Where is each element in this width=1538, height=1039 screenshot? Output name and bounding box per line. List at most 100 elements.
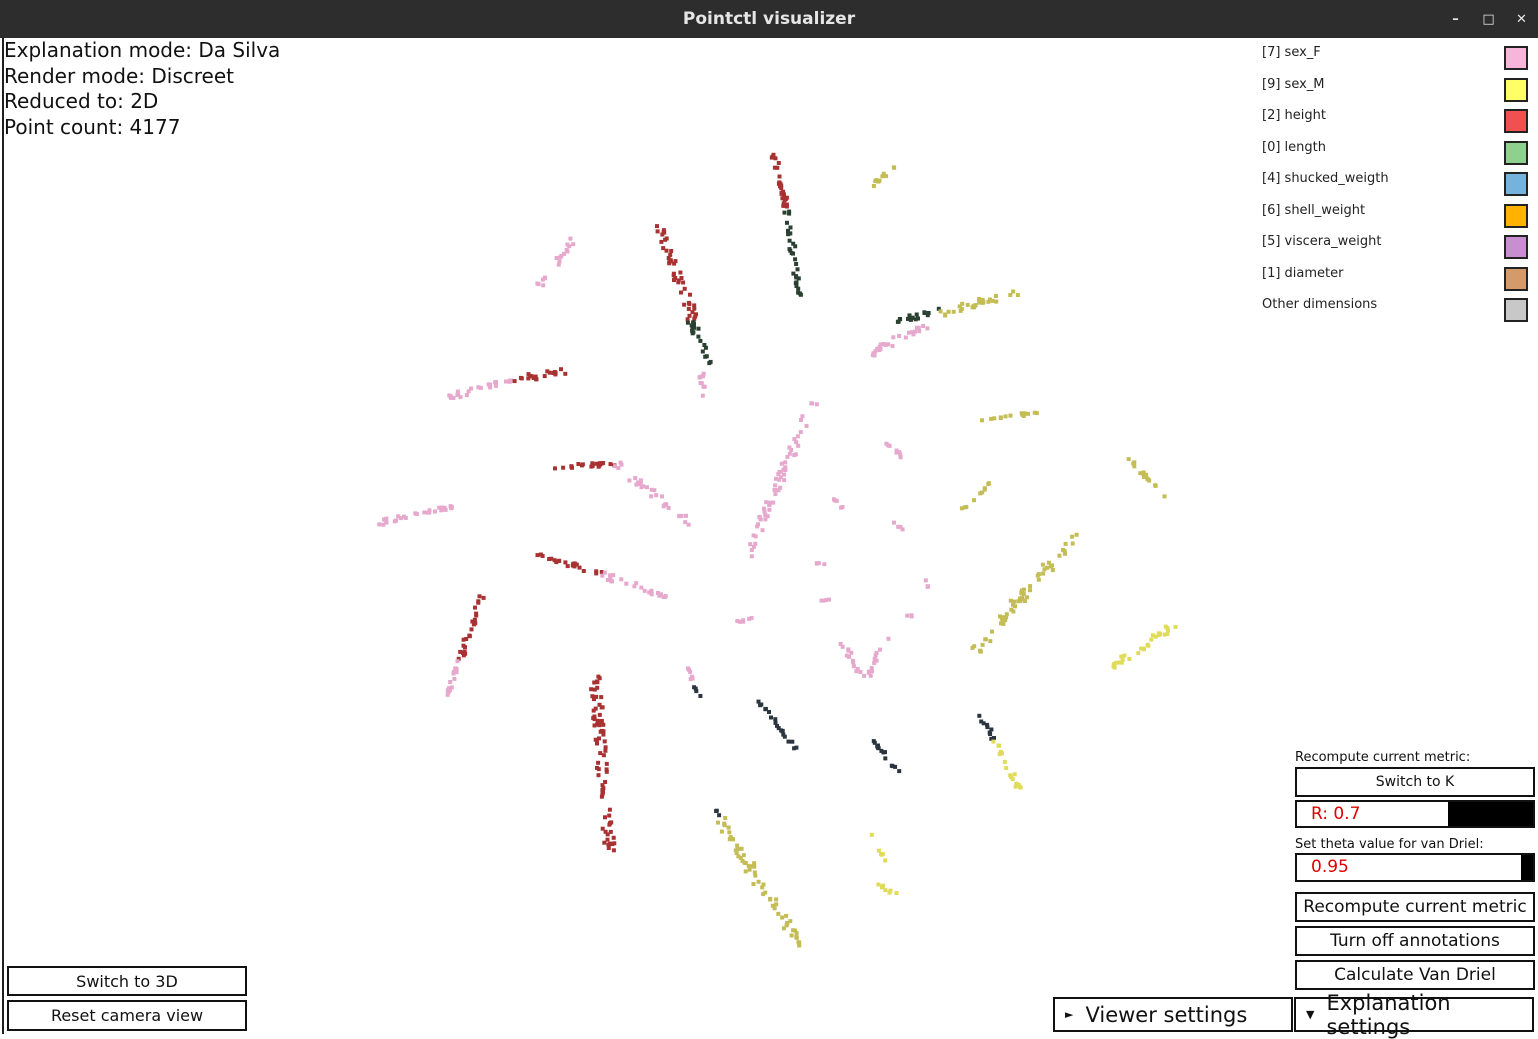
data-point	[451, 395, 456, 400]
data-point	[693, 686, 698, 691]
data-point	[599, 705, 604, 710]
data-point	[733, 848, 738, 853]
data-point	[768, 897, 773, 902]
data-point	[634, 581, 639, 586]
minimize-icon[interactable]: –	[1452, 11, 1459, 27]
data-point	[413, 511, 418, 516]
data-point	[832, 497, 836, 502]
data-point	[871, 739, 876, 744]
data-point	[593, 737, 598, 742]
data-point	[456, 392, 461, 397]
switch-to-k-button[interactable]: Switch to K	[1295, 767, 1535, 797]
data-point	[996, 743, 1001, 748]
plot-viewport[interactable]	[2, 38, 1538, 1034]
theta-slider-value: 0.95	[1311, 857, 1349, 877]
data-point	[866, 670, 871, 675]
data-point	[1015, 293, 1020, 298]
explanation-settings-expander[interactable]: ▼ Explanation settings	[1294, 991, 1534, 1039]
data-point	[791, 928, 796, 933]
data-point	[979, 719, 984, 724]
data-point	[1028, 584, 1033, 589]
data-point	[898, 525, 903, 529]
data-point	[716, 820, 720, 825]
data-point	[572, 564, 577, 569]
data-point	[1014, 781, 1019, 786]
data-point	[596, 773, 601, 778]
data-point	[1153, 483, 1158, 488]
r-slider[interactable]: R: 0.7	[1295, 800, 1535, 828]
data-point	[791, 271, 796, 276]
data-point	[787, 451, 792, 456]
data-point	[891, 165, 896, 170]
data-point	[787, 445, 792, 450]
data-point	[727, 830, 732, 835]
data-point	[774, 897, 779, 902]
data-point	[679, 276, 684, 280]
close-icon[interactable]: ✕	[1516, 11, 1527, 27]
theta-label: Set theta value for van Driel:	[1295, 837, 1484, 852]
data-point	[760, 528, 765, 533]
data-point	[909, 613, 914, 618]
data-point	[782, 192, 786, 197]
scatter-plot[interactable]	[4, 38, 1538, 1034]
switch-to-3d-button[interactable]: Switch to 3D	[7, 966, 247, 996]
data-point	[668, 252, 673, 257]
data-point	[603, 780, 608, 784]
data-point	[466, 389, 471, 394]
data-point	[701, 374, 706, 379]
data-point	[595, 680, 600, 685]
data-point	[594, 694, 599, 699]
r-slider-value: R: 0.7	[1311, 804, 1361, 824]
data-point	[682, 286, 687, 291]
recompute-metric-button[interactable]: Recompute current metric	[1295, 892, 1535, 922]
maximize-icon[interactable]: □	[1482, 11, 1495, 27]
toggle-annotations-button[interactable]: Turn off annotations	[1295, 926, 1535, 956]
data-point	[838, 641, 843, 646]
data-point	[887, 443, 892, 448]
data-point	[714, 809, 719, 813]
data-point	[561, 465, 566, 470]
data-point	[750, 864, 754, 869]
data-point	[1045, 565, 1049, 570]
data-point	[1111, 664, 1116, 669]
data-point	[661, 246, 666, 251]
data-point	[804, 423, 809, 428]
data-point	[601, 732, 606, 737]
data-point	[596, 760, 601, 765]
data-point	[659, 239, 664, 244]
data-point	[611, 848, 616, 853]
data-point	[661, 594, 666, 599]
data-point	[1074, 532, 1079, 537]
data-point	[663, 237, 668, 242]
data-point	[471, 622, 476, 627]
data-point	[886, 342, 891, 347]
viewer-settings-expander[interactable]: ► Viewer settings	[1053, 997, 1293, 1032]
data-point	[846, 647, 851, 652]
data-point	[972, 498, 976, 503]
reset-camera-button[interactable]: Reset camera view	[7, 1000, 247, 1031]
data-point	[648, 590, 653, 595]
data-point	[547, 370, 552, 375]
data-point	[563, 371, 568, 376]
data-point	[558, 255, 563, 260]
theta-slider[interactable]: 0.95	[1295, 853, 1535, 882]
data-point	[616, 466, 621, 470]
data-point	[746, 863, 751, 868]
data-point	[541, 283, 546, 288]
data-point	[756, 699, 761, 704]
window-titlebar: Pointctl visualizer – □ ✕	[0, 0, 1538, 38]
data-point	[1018, 599, 1023, 603]
data-point	[776, 488, 781, 493]
data-point	[881, 171, 886, 176]
data-point	[1004, 615, 1009, 620]
data-point	[678, 270, 683, 275]
data-point	[1162, 632, 1167, 637]
data-point	[876, 848, 881, 853]
data-point	[377, 522, 382, 527]
data-point	[598, 719, 603, 724]
data-point	[1153, 634, 1158, 639]
data-point	[1022, 587, 1026, 592]
data-point	[883, 858, 888, 863]
calculate-van-driel-button[interactable]: Calculate Van Driel	[1295, 960, 1535, 990]
data-point	[686, 300, 691, 305]
